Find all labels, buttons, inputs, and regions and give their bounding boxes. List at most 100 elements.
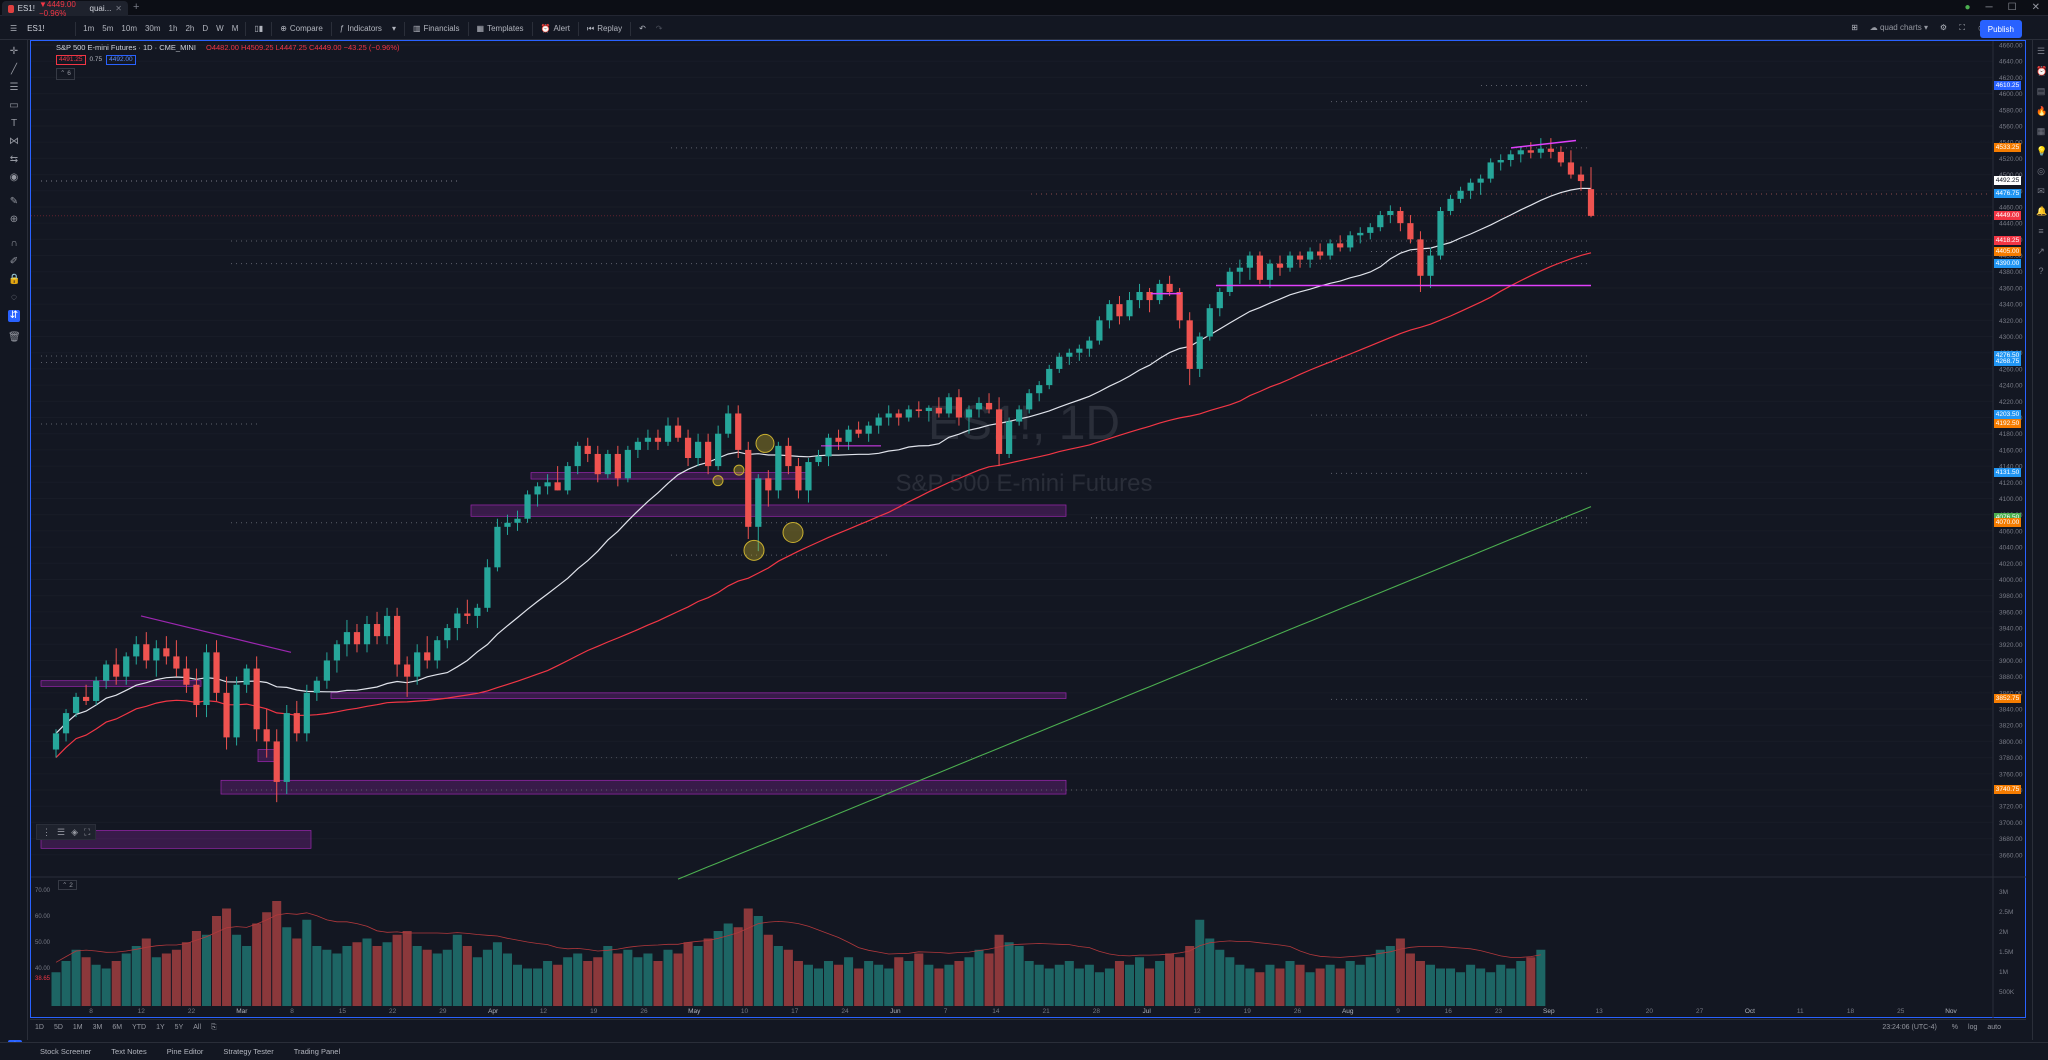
range-1y[interactable]: 1Y <box>156 1024 165 1031</box>
drag-handle-icon[interactable]: ⋮ <box>42 826 51 837</box>
settings-icon[interactable]: ⚙ <box>1939 23 1947 32</box>
replay-button[interactable]: ⏮ Replay <box>582 24 627 34</box>
favorites-icon[interactable]: ⇵ <box>8 310 20 322</box>
candle-body <box>574 445 581 467</box>
indicators-dropdown-icon[interactable]: ▾ <box>391 24 396 33</box>
candle-body <box>604 453 611 475</box>
new-tab-icon[interactable]: + <box>133 1 140 13</box>
range-5y[interactable]: 5Y <box>174 1024 184 1031</box>
chart-style-icon[interactable]: ▯▮ <box>254 24 264 33</box>
bottom-tab-stock-screener[interactable]: Stock Screener <box>40 1047 92 1056</box>
volume-bar <box>482 949 492 1006</box>
scale-option--[interactable]: % <box>1951 1024 1959 1031</box>
publish-button[interactable]: Publish <box>1979 20 2022 38</box>
eye-icon[interactable]: ◉ <box>9 172 19 183</box>
menu-icon[interactable]: ☰ <box>10 24 18 33</box>
brush-icon[interactable]: ✎ <box>9 196 19 207</box>
bottom-tab-strategy-tester[interactable]: Strategy Tester <box>223 1047 274 1056</box>
range-3m[interactable]: 3M <box>92 1024 103 1031</box>
range-ytd[interactable]: YTD <box>132 1024 147 1031</box>
prediction-icon[interactable]: ⇆ <box>9 154 19 165</box>
layout-selector[interactable]: ☁ quad charts ▾ <box>1869 23 1928 32</box>
range-all[interactable]: All <box>193 1024 202 1031</box>
scale-option-log[interactable]: log <box>1968 1024 1978 1031</box>
trend-line-icon[interactable]: ╱ <box>10 64 18 75</box>
close-window-icon[interactable]: ✕ <box>2031 2 2040 13</box>
interval-d[interactable]: D <box>202 24 209 33</box>
zoom-icon[interactable]: ⊕ <box>9 214 19 225</box>
minimize-icon[interactable]: ─ <box>1985 2 1993 13</box>
undo-icon[interactable]: ↶ <box>639 24 646 33</box>
goto-date-icon[interactable]: ⎘ <box>211 1023 217 1031</box>
browser-tab[interactable]: ES1! ▼4449.00 −0.96% quai... ✕ <box>2 0 128 18</box>
fullscreen-icon[interactable]: ⛶ <box>1959 23 1965 32</box>
trash-icon[interactable]: 🗑 <box>8 332 21 343</box>
market-icon[interactable]: ↗ <box>2037 246 2045 256</box>
compare-button[interactable]: ⊕ Compare <box>275 24 328 33</box>
indicators-button[interactable]: ƒ Indicators <box>335 24 387 33</box>
streams-icon[interactable]: ◎ <box>2037 166 2045 176</box>
toolbar-divider <box>75 21 77 36</box>
bottom-tab-text-notes[interactable]: Text Notes <box>111 1047 147 1056</box>
templates-button[interactable]: ▦ Templates <box>472 24 529 33</box>
interval-10m[interactable]: 10m <box>121 24 137 33</box>
candle-body <box>1036 385 1043 394</box>
pattern-icon[interactable]: ⋈ <box>9 136 19 147</box>
interval-5m[interactable]: 5m <box>102 24 114 33</box>
bottom-tab-trading-panel[interactable]: Trading Panel <box>293 1047 341 1056</box>
range-6m[interactable]: 6M <box>112 1024 123 1031</box>
maximize-icon[interactable]: ☐ <box>2007 2 2017 13</box>
candle-body <box>143 644 150 661</box>
close-tab-icon[interactable]: ✕ <box>115 4 122 13</box>
line-style-icon[interactable]: ☰ <box>57 826 66 837</box>
interval-w[interactable]: W <box>216 24 224 33</box>
time-tick-label: Jul <box>1143 1008 1152 1015</box>
interval-m[interactable]: M <box>231 24 239 33</box>
magnet-icon[interactable]: ∩ <box>10 238 18 249</box>
symbol-search[interactable]: ES1! <box>22 24 72 33</box>
text-icon[interactable]: T <box>10 118 18 129</box>
financials-button[interactable]: ▥ Financials <box>408 24 465 33</box>
hide-icon[interactable]: ◌ <box>11 292 17 303</box>
notifications-icon[interactable]: 🔔 <box>2036 206 2048 216</box>
scale-option-auto[interactable]: auto <box>1987 1024 2001 1031</box>
candle-body <box>133 644 140 657</box>
timezone-clock[interactable]: 23:24:06 (UTC-4) <box>1882 1024 1937 1031</box>
chat-icon[interactable]: ✉ <box>2037 186 2045 196</box>
interval-1h[interactable]: 1h <box>168 24 178 33</box>
ask-price[interactable]: 4492.00 <box>106 55 136 65</box>
range-1m[interactable]: 1M <box>72 1024 83 1031</box>
redo-icon[interactable]: ↷ <box>655 24 663 33</box>
help-icon[interactable]: ? <box>2038 266 2044 276</box>
range-1d[interactable]: 1D <box>35 1024 44 1031</box>
bottom-tab-pine-editor[interactable]: Pine Editor <box>166 1047 204 1056</box>
ideas-icon[interactable]: 💡 <box>2036 146 2048 156</box>
data-window-icon[interactable]: ▤ <box>2036 86 2046 96</box>
layout-icon[interactable]: ⊞ <box>1851 23 1858 32</box>
calendar-icon[interactable]: ▦ <box>2036 126 2046 136</box>
stay-drawing-icon[interactable]: ✐ <box>9 256 19 267</box>
settings-icon[interactable]: ⛶ <box>84 826 91 837</box>
visibility-icon[interactable]: ◈ <box>71 826 78 837</box>
fib-retracement-icon[interactable]: ☰ <box>9 82 19 93</box>
hotlist-icon[interactable]: 🔥 <box>2036 106 2048 116</box>
alert-button[interactable]: ⏰ Alert <box>536 24 575 33</box>
legend-title[interactable]: S&P 500 E-mini Futures · 1D · CME_MINI <box>56 43 196 52</box>
interval-30m[interactable]: 30m <box>144 24 161 33</box>
alerts-icon[interactable]: ⏰ <box>2036 66 2048 76</box>
volume-bar <box>402 931 412 1006</box>
extension-icon[interactable]: ● <box>1964 2 1971 13</box>
price-chart[interactable]: ES1!, 1D S&P 500 E-mini Futures 4660.004… <box>31 41 2026 1018</box>
collapse-indicators-button[interactable]: ⌃ 6 <box>56 68 75 80</box>
interval-1m[interactable]: 1m <box>83 24 95 33</box>
volume-pane-collapse-button[interactable]: ⌃ 2 <box>58 880 77 890</box>
candle-body <box>293 713 300 734</box>
bid-price[interactable]: 4491.25 <box>56 55 86 65</box>
order-panel-icon[interactable]: ≡ <box>2038 226 2044 236</box>
range-5d[interactable]: 5D <box>53 1024 63 1031</box>
lock-icon[interactable]: 🔒 <box>8 274 21 285</box>
interval-2h[interactable]: 2h <box>185 24 195 33</box>
crosshair-icon[interactable]: ✛ <box>9 46 19 57</box>
rectangle-icon[interactable]: ▭ <box>9 100 19 111</box>
watchlist-icon[interactable]: ☰ <box>2036 46 2046 56</box>
